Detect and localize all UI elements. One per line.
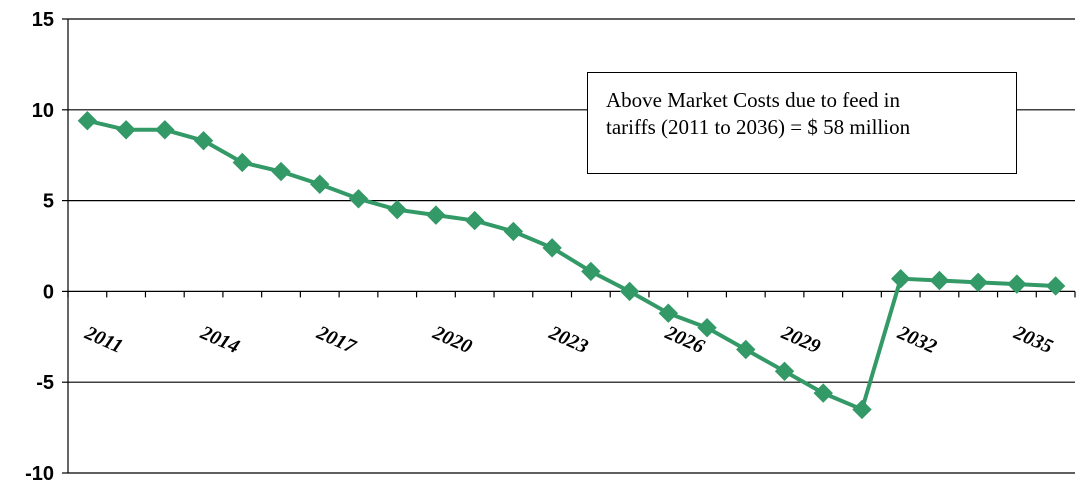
data-point	[968, 272, 988, 293]
data-point	[658, 303, 679, 323]
data-point	[736, 339, 756, 360]
data-point	[116, 120, 136, 140]
x-tick-label: 2014	[196, 321, 242, 358]
data-point	[232, 152, 252, 173]
data-point	[193, 130, 214, 151]
x-tick-label: 2023	[545, 321, 591, 358]
data-point	[310, 174, 330, 194]
x-tick-label: 2035	[1010, 321, 1056, 358]
data-point	[929, 270, 950, 291]
x-tick-label: 2011	[81, 322, 126, 358]
x-tick-label: 2020	[429, 321, 475, 358]
data-point	[697, 318, 717, 338]
y-tick-label: 15	[32, 9, 54, 31]
y-tick-label: -5	[36, 372, 54, 394]
data-point	[155, 120, 175, 140]
data-point	[581, 261, 601, 282]
data-point	[1007, 274, 1027, 294]
x-tick-label: 2017	[313, 321, 360, 358]
x-tick-label: 2029	[777, 321, 823, 358]
data-point	[426, 205, 446, 225]
data-point	[813, 383, 833, 403]
data-point	[464, 210, 485, 231]
data-point	[1045, 276, 1066, 296]
y-tick-label: 10	[32, 100, 54, 122]
chart-annotation: Above Market Costs due to feed in tariff…	[587, 72, 1017, 174]
data-point	[387, 199, 407, 220]
data-point	[774, 361, 795, 382]
y-tick-label: -10	[25, 463, 54, 485]
y-tick-label: 0	[43, 281, 54, 303]
y-tick-label: 5	[43, 191, 54, 213]
data-point	[891, 268, 911, 289]
data-point	[271, 161, 291, 182]
data-point	[503, 221, 524, 242]
data-point	[77, 110, 98, 131]
data-point	[542, 238, 562, 258]
x-tick-label: 2032	[893, 321, 939, 358]
annotation-line-1: Above Market Costs due to feed in	[606, 88, 900, 112]
annotation-line-2: tariffs (2011 to 2036) = $ 58 million	[606, 115, 911, 140]
data-point	[348, 189, 369, 209]
data-point	[619, 281, 640, 302]
data-point	[852, 399, 872, 420]
